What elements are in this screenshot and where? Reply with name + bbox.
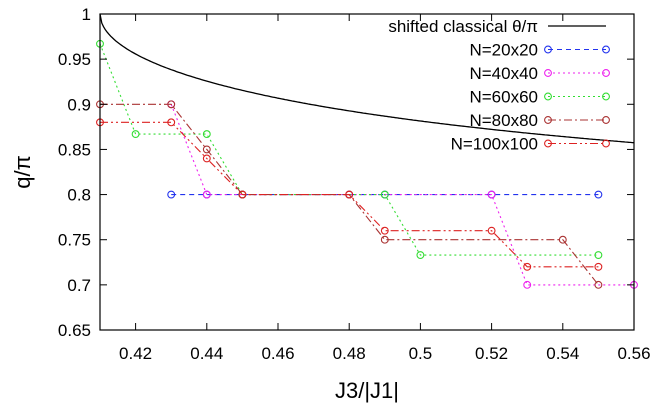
data-point-n-100x100	[523, 262, 532, 271]
plot-frame	[99, 13, 635, 331]
data-point-n-60x60	[416, 251, 425, 260]
y-tick-label: 0.75	[58, 231, 91, 250]
legend-marker-n-100x100	[602, 139, 610, 148]
data-point-n-60x60	[380, 190, 389, 199]
data-point-n-60x60	[131, 130, 140, 139]
x-tick-label: 0.48	[333, 344, 366, 363]
series-line-shifted-classical	[99, 13, 635, 144]
axis-labels: q/π J3/|J1|	[10, 155, 399, 403]
data-point-n-80x80	[594, 280, 603, 289]
legend-marker-n-100x100	[544, 139, 552, 148]
tick-labels: 0.42 0.44 0.46 0.48 0.5 0.52 0.54 0.56 0.65 0.7 0.…	[58, 5, 651, 363]
x-tick-label: 0.54	[546, 344, 579, 363]
legend-label-n-80x80: N=80x80	[469, 111, 538, 130]
x-tick-label: 0.46	[261, 344, 294, 363]
legend-label-n-60x60: N=60x60	[469, 88, 538, 107]
x-tick-label: 0.56	[617, 344, 650, 363]
y-tick-label: 0.9	[67, 95, 91, 114]
data-point-n-20x20	[167, 190, 176, 199]
y-tick-label: 0.7	[67, 276, 91, 295]
legend: shifted classical θ/π N=20x20 N=40x40 N=60x…	[388, 17, 610, 154]
legend-marker-n-40x40	[602, 69, 610, 77]
data-point-n-100x100	[345, 190, 354, 199]
data-point-n-60x60	[202, 130, 211, 139]
legend-marker-n-60x60	[602, 92, 610, 101]
x-axis-label: J3/|J1|	[335, 378, 399, 403]
data-point-n-80x80	[167, 100, 176, 109]
series-line-n-60x60	[99, 43, 599, 256]
y-tick-label: 0.8	[67, 186, 91, 205]
data-point-n-80x80	[558, 235, 567, 244]
data-point-n-40x40	[523, 280, 532, 289]
legend-marker-n-60x60	[544, 92, 552, 101]
legend-label-shifted-classical: shifted classical θ/π	[388, 17, 538, 36]
series-line-n-40x40	[170, 104, 634, 286]
data-point-n-100x100	[380, 226, 389, 235]
plot-markers	[96, 39, 638, 289]
data-point-n-20x20	[594, 190, 603, 199]
data-point-n-100x100	[238, 190, 247, 199]
data-point-n-100x100	[487, 226, 496, 235]
data-point-n-40x40	[202, 190, 211, 199]
legend-label-n-100x100: N=100x100	[451, 135, 538, 154]
x-tick-label: 0.5	[409, 344, 433, 363]
x-tick-label: 0.52	[475, 344, 508, 363]
x-tick-label: 0.44	[190, 344, 223, 363]
x-tick-label: 0.42	[119, 344, 152, 363]
series-line-n-100x100	[100, 121, 599, 268]
series-line-n-80x80	[100, 103, 599, 286]
y-tick-label: 0.65	[58, 321, 91, 340]
data-point-n-100x100	[202, 154, 211, 163]
ticks	[100, 13, 635, 331]
y-tick-label: 0.95	[58, 50, 91, 69]
data-point-n-60x60	[594, 251, 603, 260]
legend-marker-n-80x80	[602, 116, 610, 124]
data-point-n-80x80	[380, 235, 389, 244]
plot-lines	[99, 13, 635, 286]
legend-marker-n-40x40	[544, 69, 552, 77]
y-axis-label: q/π	[10, 155, 35, 189]
y-tick-label: 0.85	[58, 140, 91, 159]
legend-label-n-20x20: N=20x20	[469, 41, 538, 60]
data-point-n-100x100	[594, 262, 603, 271]
legend-label-n-40x40: N=40x40	[469, 64, 538, 83]
y-tick-label: 1	[82, 5, 91, 24]
legend-marker-n-20x20	[602, 45, 610, 54]
legend-marker-n-20x20	[544, 45, 552, 54]
legend-marker-n-80x80	[544, 116, 552, 124]
data-point-n-100x100	[167, 118, 176, 127]
data-point-n-80x80	[202, 145, 211, 154]
data-point-n-40x40	[487, 190, 496, 199]
